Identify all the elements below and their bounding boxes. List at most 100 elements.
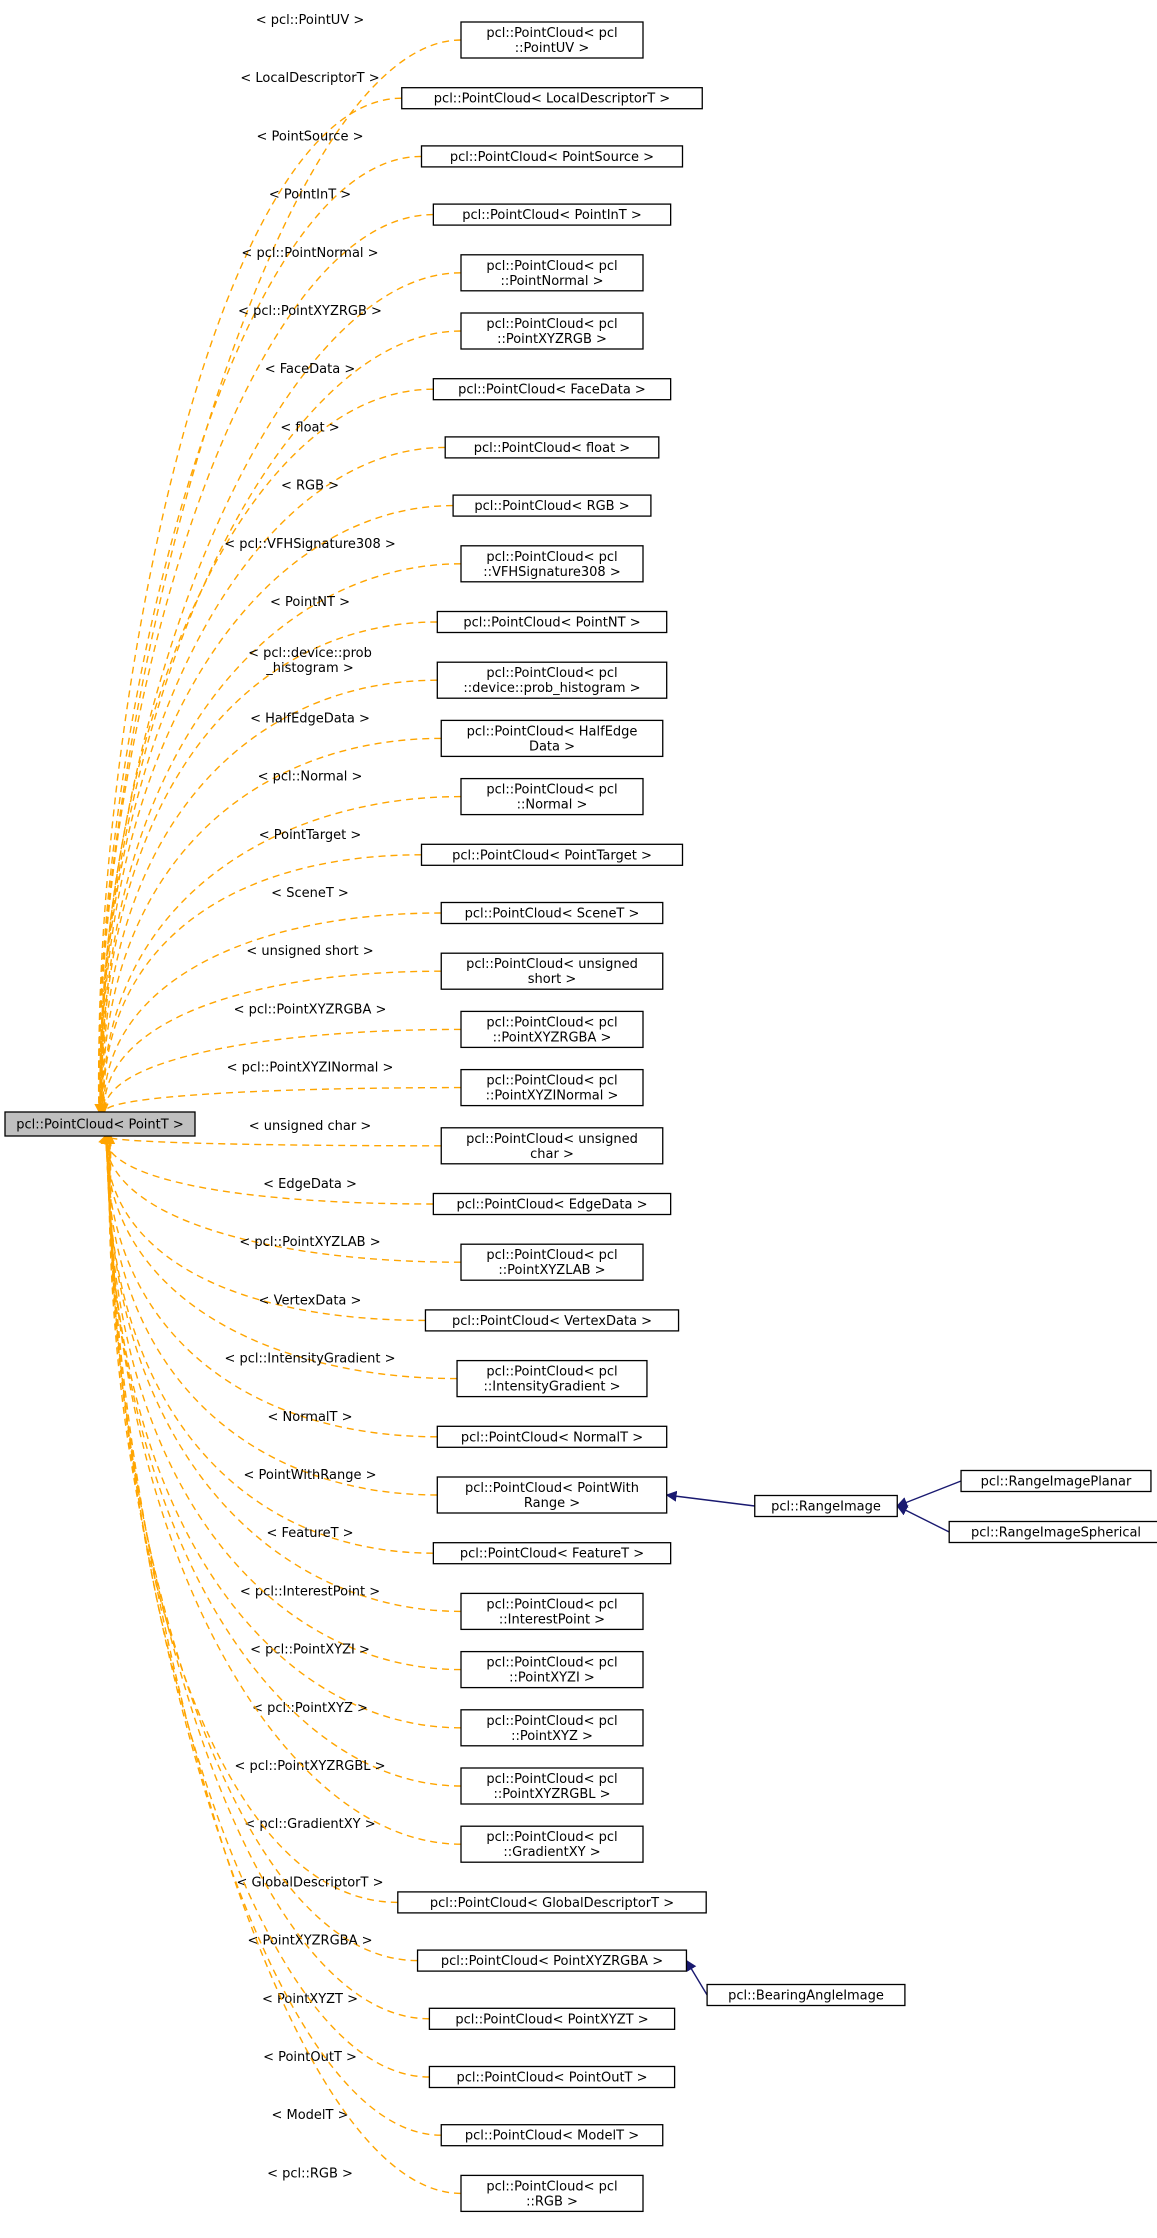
instantiation-node-32-label: pcl::PointCloud< pcl [486,1830,617,1845]
template-argument-label: < EdgeData > [263,1177,357,1192]
template-edge-10 [97,563,462,1113]
instantiation-node-13[interactable]: pcl::PointCloud< HalfEdgeData > [440,719,664,758]
instantiation-node-5[interactable]: pcl::PointCloud< pcl::PointNormal > [460,254,644,292]
instantiation-node-14-label: ::Normal > [517,798,588,813]
instantiation-node-28-label: ::InterestPoint > [499,1612,605,1627]
instantiation-node-6-label: pcl::PointCloud< pcl [486,317,617,332]
instantiation-node-15-box [420,843,684,866]
instantiation-node-32-box [460,1825,644,1863]
edges-layer: < pcl::PointUV >< LocalDescriptorT >< Po… [94,13,962,2195]
instantiation-node-21[interactable]: pcl::PointCloud< EdgeData > [432,1192,672,1216]
instantiation-node-33[interactable]: pcl::PointCloud< GlobalDescriptorT > [397,1891,707,1914]
instantiation-node-4[interactable]: pcl::PointCloud< PointInT > [432,203,672,226]
template-edge-9 [96,504,454,1113]
derived-class-node-2[interactable]: pcl::RangeImagePlanar [960,1469,1152,1493]
derived-class-node-1[interactable]: pcl::RangeImage [754,1494,898,1518]
instantiation-node-14-box [460,777,644,816]
instantiation-node-15[interactable]: pcl::PointCloud< PointTarget > [420,843,684,866]
instantiation-node-36-label: pcl::PointCloud< PointOutT > [456,2071,647,2086]
instantiation-node-6-box [460,312,644,350]
template-edge-14 [98,795,462,1113]
instantiation-node-32[interactable]: pcl::PointCloud< pcl::GradientXY > [460,1825,644,1863]
instantiation-node-35[interactable]: pcl::PointCloud< PointXYZT > [428,2007,676,2030]
instantiation-node-19-box [460,1068,644,1107]
instantiation-node-1[interactable]: pcl::PointCloud< pcl::PointUV > [460,21,644,59]
root-class-node[interactable]: pcl::PointCloud< PointT > [4,1111,196,1137]
instantiation-node-10-box [460,545,644,583]
template-edge-3 [94,155,422,1113]
derived-class-node-4-label: pcl::BearingAngleImage [728,1989,884,2004]
derived-class-node-1-box [754,1494,898,1518]
instantiation-node-7-label: pcl::PointCloud< FaceData > [458,383,646,398]
template-edge-24 [101,1135,458,1380]
instantiation-node-24-label: ::IntensityGradient > [484,1380,621,1395]
template-argument-label: < GlobalDescriptorT > [237,1875,384,1890]
instantiation-node-4-box [432,203,672,226]
instantiation-node-24-box [456,1359,648,1398]
instantiation-node-28-label: pcl::PointCloud< pcl [486,1597,617,1612]
instantiation-node-36[interactable]: pcl::PointCloud< PointOutT > [428,2065,676,2089]
instantiation-node-34[interactable]: pcl::PointCloud< PointXYZRGBA > [416,1949,688,1972]
instantiation-node-30[interactable]: pcl::PointCloud< pcl::PointXYZ > [460,1709,644,1747]
instantiation-node-18-box [460,1010,644,1049]
instantiation-node-9[interactable]: pcl::PointCloud< RGB > [452,494,652,517]
instantiation-node-31[interactable]: pcl::PointCloud< pcl::PointXYZRGBL > [460,1767,644,1805]
instantiation-node-16-label: pcl::PointCloud< SceneT > [465,907,640,922]
template-edge-27 [102,1135,434,1554]
template-edge-38 [106,1135,462,2195]
instantiation-node-36-box [428,2065,676,2089]
instantiation-node-24[interactable]: pcl::PointCloud< pcl::IntensityGradient … [456,1359,648,1398]
instantiation-node-13-label: Data > [529,739,575,754]
instantiation-node-18-label: pcl::PointCloud< pcl [486,1015,617,1030]
instantiation-node-26[interactable]: pcl::PointCloud< PointWithRange > [436,1476,668,1514]
instantiation-node-29[interactable]: pcl::PointCloud< pcl::PointXYZI > [460,1650,644,1689]
root-class-node-box [4,1111,196,1137]
instantiation-node-16[interactable]: pcl::PointCloud< SceneT > [440,901,664,925]
instantiation-node-28[interactable]: pcl::PointCloud< pcl::InterestPoint > [460,1592,644,1631]
instantiation-node-1-box [460,21,644,59]
template-edge-22 [101,1135,462,1263]
instantiation-node-7[interactable]: pcl::PointCloud< FaceData > [432,378,672,401]
instantiation-node-10-label: pcl::PointCloud< pcl [486,550,617,565]
instantiation-node-6[interactable]: pcl::PointCloud< pcl::PointXYZRGB > [460,312,644,350]
derived-class-node-3[interactable]: pcl::RangeImageSpherical [948,1520,1157,1544]
instantiation-node-18[interactable]: pcl::PointCloud< pcl::PointXYZRGBA > [460,1010,644,1049]
instantiation-node-14[interactable]: pcl::PointCloud< pcl::Normal > [460,777,644,816]
instantiation-node-12[interactable]: pcl::PointCloud< pcl::device::prob_histo… [436,661,668,699]
instantiation-node-25[interactable]: pcl::PointCloud< NormalT > [436,1425,668,1448]
instantiation-node-30-label: pcl::PointCloud< pcl [486,1714,617,1729]
inheritance-edge-4 [685,1959,708,1996]
template-edge-5 [95,272,462,1113]
template-edge-1 [94,39,462,1113]
template-argument-label: < SceneT > [271,886,349,901]
template-edge-12 [97,679,438,1113]
instantiation-node-26-box [436,1476,668,1514]
template-argument-label: < pcl::Normal > [258,770,363,785]
instantiation-node-27[interactable]: pcl::PointCloud< FeatureT > [432,1542,672,1565]
instantiation-node-2[interactable]: pcl::PointCloud< LocalDescriptorT > [401,87,703,110]
instantiation-node-13-box [440,719,664,758]
inheritance-edge-3 [896,1505,950,1533]
instantiation-node-19[interactable]: pcl::PointCloud< pcl::PointXYZINormal > [460,1068,644,1107]
instantiation-node-32-label: ::GradientXY > [503,1845,600,1860]
instantiation-node-37[interactable]: pcl::PointCloud< ModelT > [440,2124,664,2147]
instantiation-node-22[interactable]: pcl::PointCloud< pcl::PointXYZLAB > [460,1243,644,1281]
instantiation-node-34-label: pcl::PointCloud< PointXYZRGBA > [441,1954,663,1969]
instantiation-node-10[interactable]: pcl::PointCloud< pcl::VFHSignature308 > [460,545,644,583]
derived-class-node-4[interactable]: pcl::BearingAngleImage [706,1983,906,2007]
instantiation-node-3[interactable]: pcl::PointCloud< PointSource > [420,145,684,168]
instantiation-node-11[interactable]: pcl::PointCloud< PointNT > [436,610,668,634]
template-argument-label: < pcl::PointXYZLAB > [239,1235,380,1250]
instantiation-node-8[interactable]: pcl::PointCloud< float > [444,436,660,459]
instantiation-node-1-label: pcl::PointCloud< pcl [486,26,617,41]
template-edge-8 [96,446,446,1113]
instantiation-node-38[interactable]: pcl::PointCloud< pcl::RGB > [460,2174,644,2213]
instantiation-node-23[interactable]: pcl::PointCloud< VertexData > [424,1309,680,1332]
instantiation-node-20-label: char > [530,1147,574,1162]
instantiation-node-38-box [460,2174,644,2213]
derived-class-node-4-box [706,1983,906,2007]
template-argument-label: < pcl::PointXYZRGBA > [234,1002,387,1017]
